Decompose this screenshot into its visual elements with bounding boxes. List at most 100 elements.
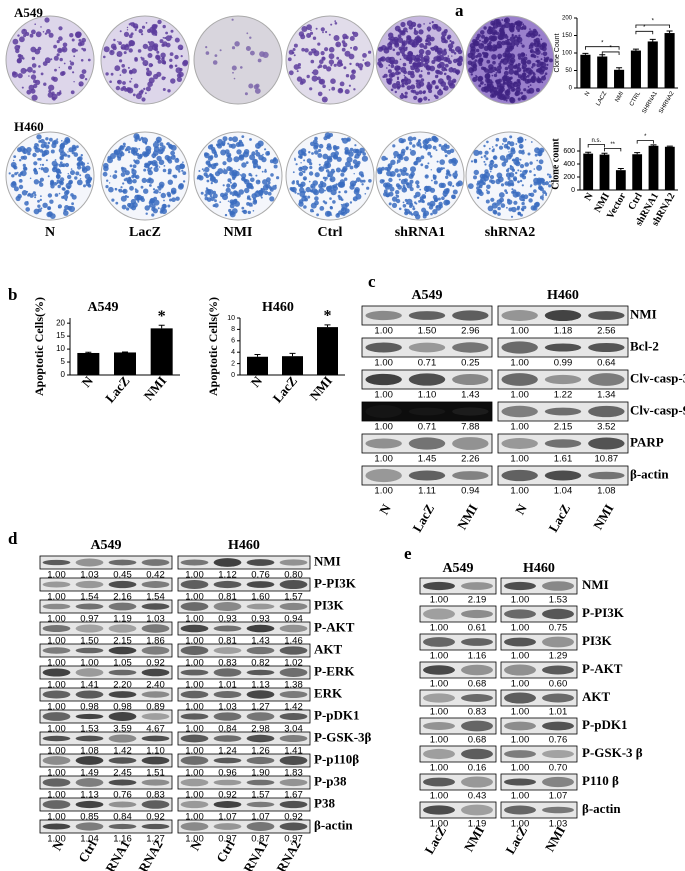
colony — [171, 155, 176, 160]
colony — [427, 152, 431, 156]
bar — [77, 353, 99, 375]
colony — [311, 60, 315, 64]
colony — [545, 181, 549, 185]
quantification: 1.00 — [430, 679, 449, 690]
colony — [473, 150, 479, 156]
protein-band — [504, 778, 536, 785]
colony — [122, 69, 127, 74]
significance: ** — [610, 142, 615, 148]
quantification: 1.16 — [468, 651, 487, 662]
cell-line-label: A549 — [90, 538, 121, 553]
protein-label: NMI — [630, 306, 657, 321]
colony — [419, 49, 425, 55]
colony — [423, 23, 425, 25]
colony — [70, 170, 75, 175]
colony — [130, 164, 133, 167]
colony — [534, 39, 537, 42]
colony — [88, 177, 93, 182]
colony — [261, 197, 263, 199]
colony — [475, 75, 476, 76]
colony — [522, 45, 525, 48]
colony — [438, 55, 444, 61]
colony — [68, 173, 69, 174]
colony — [41, 167, 44, 170]
colony — [478, 84, 481, 87]
colony — [498, 35, 503, 40]
colony — [159, 166, 161, 168]
y-tick-label: 200 — [563, 174, 575, 181]
colony — [528, 193, 531, 196]
colony — [134, 84, 139, 89]
colony — [404, 156, 409, 161]
colony — [115, 202, 118, 205]
colony — [518, 98, 521, 101]
colony — [81, 48, 83, 50]
colony — [490, 37, 492, 39]
quantification: 1.50 — [418, 326, 437, 337]
colony — [507, 199, 512, 204]
colony — [518, 137, 524, 143]
protein-label: PARP — [630, 434, 664, 449]
colony — [241, 207, 244, 210]
colony — [67, 186, 70, 189]
colony — [41, 144, 46, 149]
colony — [491, 47, 493, 49]
protein-band — [43, 604, 71, 610]
colony — [274, 165, 278, 169]
colony — [156, 51, 159, 54]
colony — [496, 138, 500, 142]
protein-band — [109, 581, 137, 588]
colony — [153, 142, 159, 148]
colony — [474, 170, 479, 175]
colony — [46, 159, 48, 161]
colony — [322, 32, 324, 34]
y-tick-label: 5 — [61, 357, 66, 366]
colony — [430, 140, 432, 142]
colony — [127, 27, 128, 28]
protein-band — [409, 408, 445, 416]
colony — [58, 26, 62, 30]
colony — [385, 57, 391, 63]
significance-bracket — [637, 141, 653, 144]
colony — [24, 201, 29, 206]
colony — [108, 187, 114, 193]
colony — [420, 196, 424, 200]
colony — [410, 84, 415, 89]
colony — [133, 26, 135, 28]
colony — [293, 171, 295, 173]
colony — [223, 141, 225, 143]
colony — [522, 23, 524, 25]
protein-band — [504, 582, 536, 590]
culture-dish — [101, 16, 189, 104]
colony — [309, 166, 312, 169]
colony — [406, 146, 409, 149]
colony — [82, 69, 87, 74]
colony — [175, 197, 179, 201]
colony — [103, 166, 109, 172]
bar — [600, 155, 610, 190]
y-tick-label: 150 — [562, 33, 573, 39]
colony — [499, 146, 503, 150]
colony — [170, 52, 174, 56]
colony — [61, 71, 65, 75]
protein-band — [43, 560, 71, 565]
colony — [22, 190, 28, 196]
protein-band — [109, 780, 137, 786]
protein-label: AKT — [582, 689, 611, 704]
colony — [159, 142, 163, 146]
colony — [521, 59, 527, 65]
colony — [159, 182, 165, 188]
colony — [388, 178, 392, 182]
colony — [539, 159, 544, 164]
colony — [514, 70, 519, 75]
y-tick-label: 100 — [562, 51, 573, 57]
colony — [436, 87, 438, 89]
colony — [538, 34, 540, 36]
protein-band — [423, 665, 455, 674]
colony — [159, 160, 165, 166]
colony — [142, 178, 147, 183]
colony — [229, 144, 233, 148]
colony — [399, 179, 401, 181]
colony — [120, 87, 124, 91]
colony — [396, 199, 400, 203]
